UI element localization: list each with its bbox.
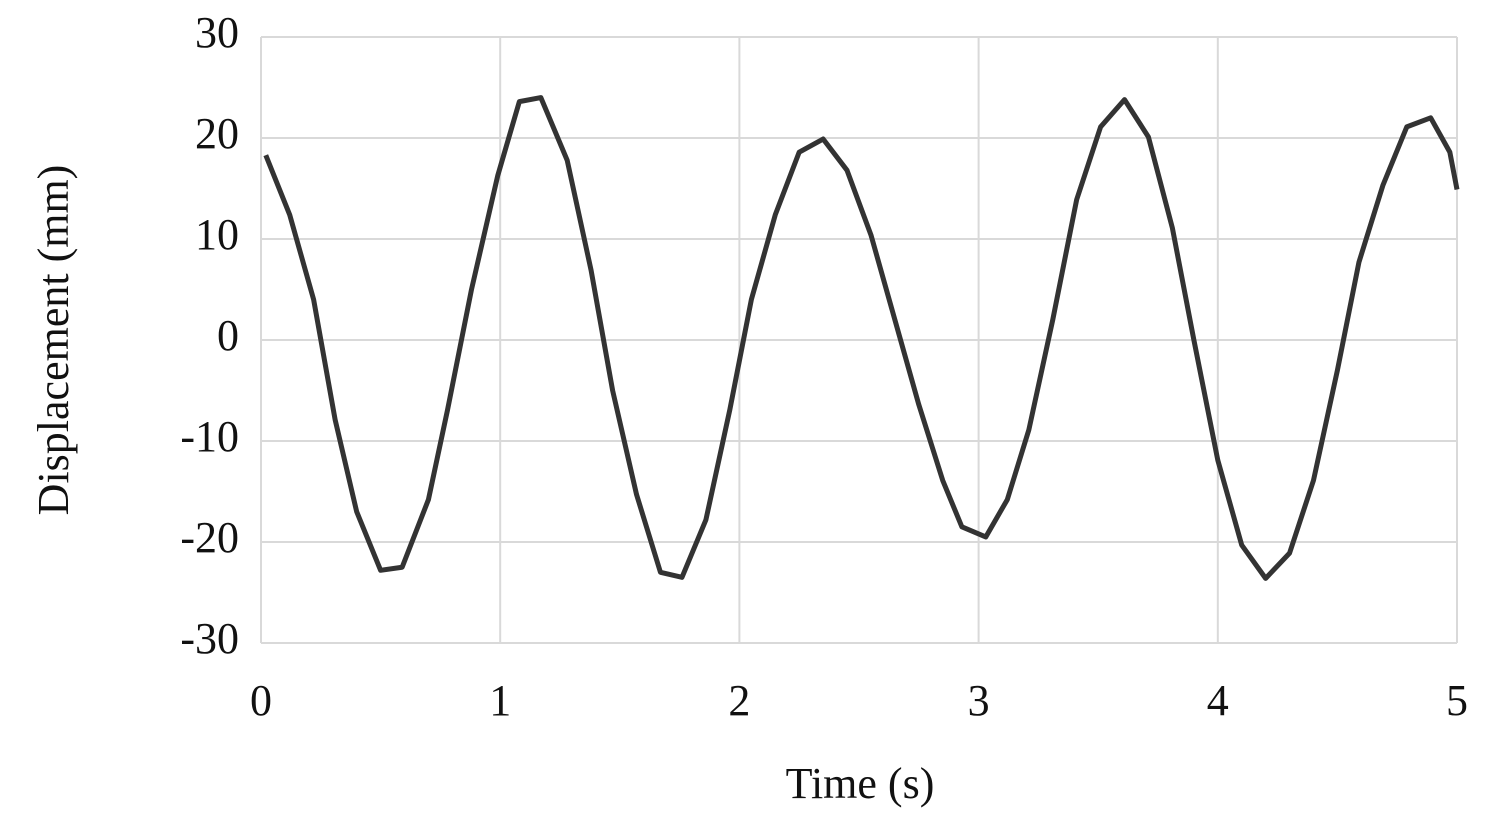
x-tick-label: 2 bbox=[728, 676, 750, 725]
y-tick-label: -30 bbox=[180, 614, 239, 663]
x-tick-label: 3 bbox=[968, 676, 990, 725]
y-tick-label: 0 bbox=[217, 311, 239, 360]
x-tick-label: 5 bbox=[1446, 676, 1468, 725]
y-tick-label: 20 bbox=[195, 109, 239, 158]
x-axis-label: Time (s) bbox=[786, 759, 935, 808]
x-tick-label: 4 bbox=[1207, 676, 1229, 725]
y-axis-label: Displacement (mm) bbox=[29, 165, 78, 516]
y-tick-label: 10 bbox=[195, 210, 239, 259]
x-tick-label: 0 bbox=[250, 676, 272, 725]
y-tick-label: -20 bbox=[180, 513, 239, 562]
y-tick-label: 30 bbox=[195, 8, 239, 57]
y-tick-label: -10 bbox=[180, 412, 239, 461]
x-tick-label: 1 bbox=[489, 676, 511, 725]
line-series bbox=[263, 95, 1460, 581]
